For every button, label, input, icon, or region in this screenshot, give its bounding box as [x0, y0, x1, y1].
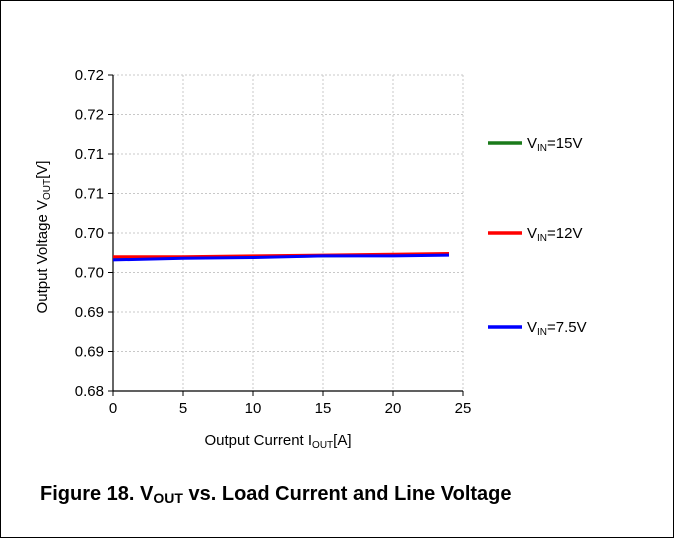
legend: VIN=15V VIN=12V VIN=7.5V	[488, 135, 587, 338]
axis-titles: Output Current IOUT[A] Output Voltage VOU…	[34, 161, 352, 451]
y-axis-title: Output Voltage VOUT[V]	[34, 161, 53, 314]
y-tick-label: 0.70	[75, 225, 104, 242]
caption-prefix: Figure 18. V	[40, 483, 154, 505]
series-line-2	[112, 253, 450, 262]
x-tick-label: 10	[245, 400, 262, 417]
y-tick-label: 0.69	[75, 344, 104, 361]
series-lines	[112, 252, 450, 262]
y-tick-label: 0.71	[75, 146, 104, 163]
legend-label-1: VIN=12V	[527, 225, 582, 244]
x-tick-label: 5	[179, 400, 187, 417]
y-tick-label: 0.72	[75, 67, 104, 84]
x-tick-label: 25	[455, 400, 472, 417]
legend-label-2: VIN=7.5V	[527, 319, 587, 338]
x-tick-label: 0	[109, 400, 117, 417]
axes	[108, 74, 464, 396]
tick-labels: 0 5 10 15 20 25 0.68 0.69 0.69 0.70 0.70 0.71 0.71 0.…	[75, 67, 472, 417]
y-tick-label: 0.70	[75, 265, 104, 282]
y-tick-label: 0.72	[75, 107, 104, 124]
gridlines	[113, 74, 464, 391]
y-tick-label: 0.68	[75, 383, 104, 400]
legend-label-0: VIN=15V	[527, 135, 582, 154]
y-tick-label: 0.71	[75, 186, 104, 203]
x-tick-label: 15	[315, 400, 332, 417]
y-tick-label: 0.69	[75, 304, 104, 321]
caption-subscript: OUT	[153, 490, 183, 506]
x-tick-label: 20	[385, 400, 402, 417]
x-axis-title: Output Current IOUT[A]	[204, 432, 351, 451]
figure-caption: Figure 18. VOUT vs. Load Current and Lin…	[1, 483, 675, 506]
caption-suffix: vs. Load Current and Line Voltage	[182, 483, 512, 505]
